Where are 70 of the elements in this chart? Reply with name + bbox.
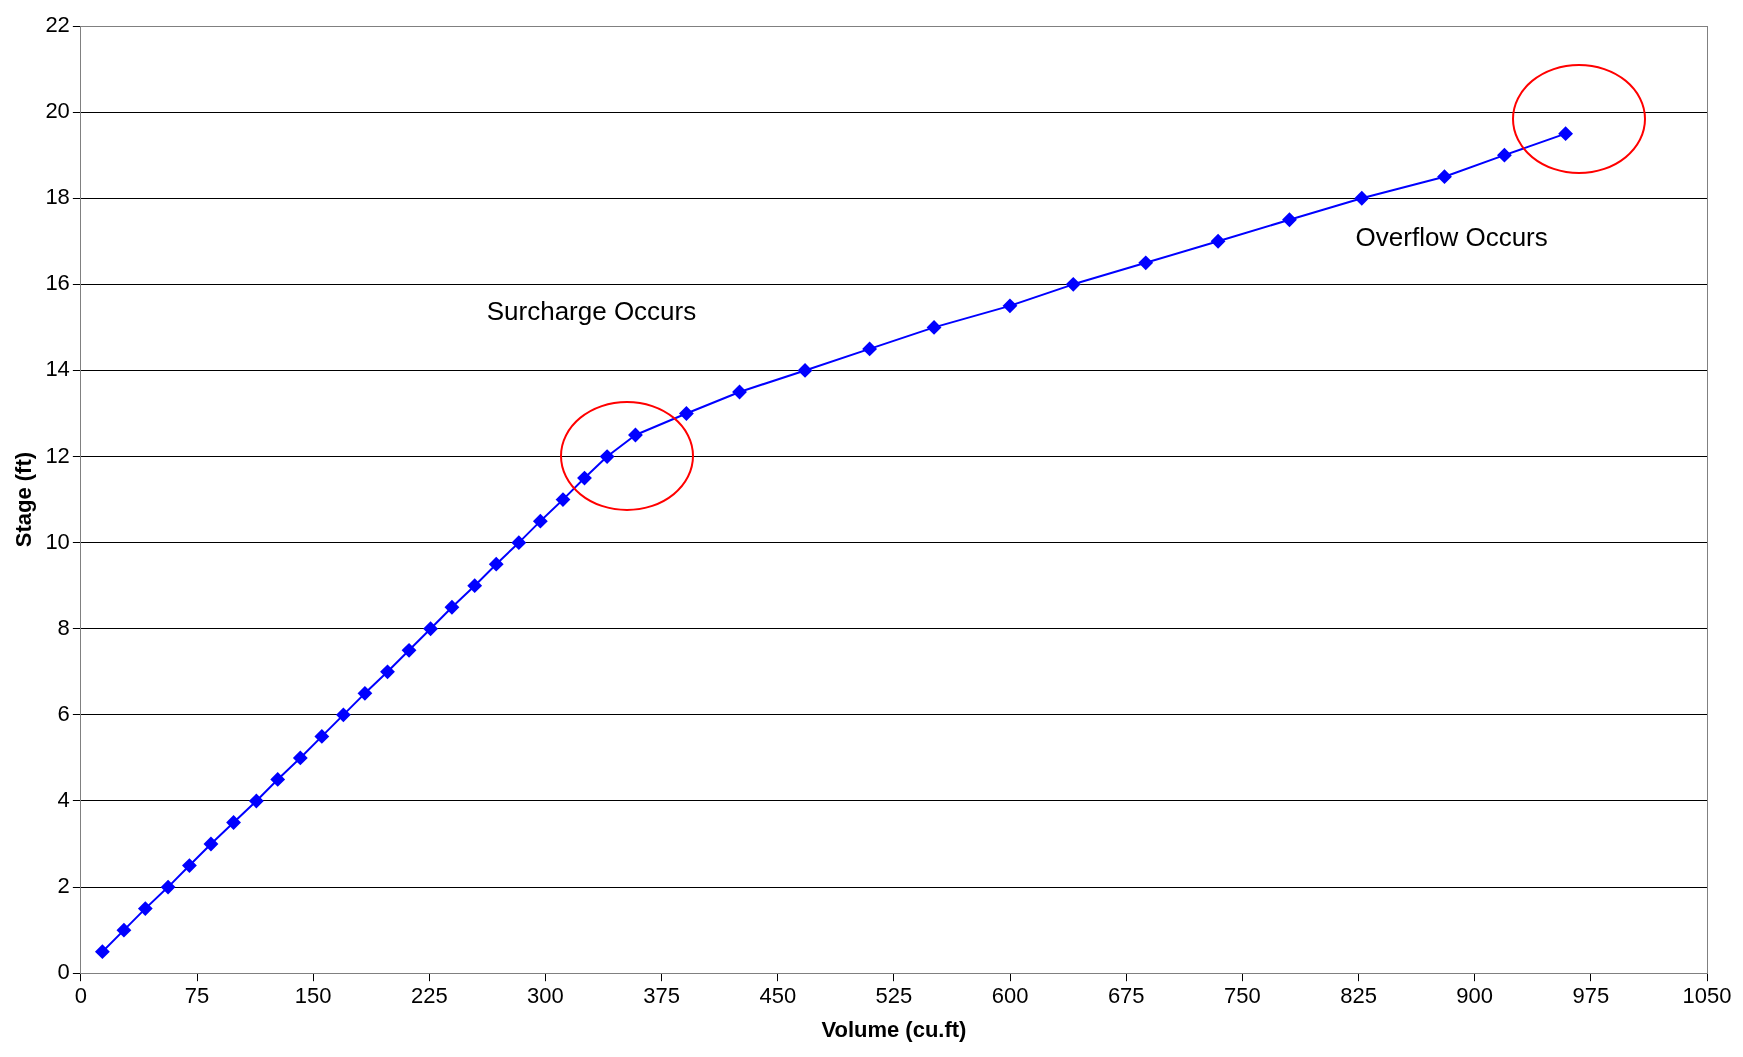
point — [161, 880, 176, 895]
x-tick-label: 1050 — [1682, 983, 1732, 1009]
annotation: Overflow Occurs — [1355, 222, 1548, 253]
x-axis-title: Volume (cu.ft) — [821, 1016, 967, 1042]
y-tick-label: 14 — [45, 356, 70, 382]
point — [1354, 191, 1369, 206]
point — [467, 578, 482, 593]
point — [1211, 234, 1226, 249]
y-tick-label: 6 — [57, 700, 70, 726]
point — [380, 664, 395, 679]
y-tick-label: 8 — [57, 614, 70, 640]
point — [138, 901, 153, 916]
x-tick-label: 825 — [1340, 983, 1377, 1009]
point — [1002, 298, 1017, 313]
point — [314, 729, 329, 744]
point — [862, 341, 877, 356]
x-tick-label: 450 — [759, 983, 797, 1009]
point — [927, 320, 942, 335]
point — [116, 923, 131, 938]
point — [555, 492, 570, 507]
point — [336, 707, 351, 722]
point — [489, 557, 504, 572]
point — [203, 837, 218, 852]
x-tick-label: 600 — [991, 983, 1029, 1009]
point — [732, 384, 747, 399]
point — [293, 750, 308, 765]
y-tick-label: 10 — [45, 528, 70, 554]
point — [1282, 212, 1297, 227]
y-axis-title: Stage (ft) — [11, 451, 37, 548]
y-tick-label: 4 — [57, 787, 70, 813]
x-tick-label: 975 — [1572, 983, 1610, 1009]
x-tick-label: 225 — [410, 983, 448, 1009]
point — [628, 428, 643, 443]
y-tick-label: 0 — [57, 959, 70, 985]
y-tick-label: 12 — [45, 442, 70, 468]
point — [798, 363, 813, 378]
annotation: Surcharge Occurs — [486, 296, 697, 327]
point — [577, 471, 592, 486]
point — [249, 793, 264, 808]
point — [533, 514, 548, 529]
point — [1066, 277, 1081, 292]
point — [600, 449, 615, 464]
x-tick-label: 900 — [1456, 983, 1494, 1009]
x-tick-label: 300 — [527, 983, 564, 1009]
x-tick-label: 525 — [875, 983, 913, 1009]
point — [357, 686, 372, 701]
point — [226, 815, 241, 830]
y-tick-label: 2 — [57, 873, 70, 899]
point — [270, 772, 285, 787]
point — [511, 535, 526, 550]
point — [1497, 148, 1512, 163]
x-tick-label: 675 — [1107, 983, 1145, 1009]
x-tick-label: 150 — [294, 983, 332, 1009]
y-tick-label: 20 — [45, 98, 70, 124]
x-tick-label: 75 — [184, 983, 210, 1009]
point — [1558, 126, 1573, 141]
y-tick-label: 18 — [45, 184, 70, 210]
x-tick-label: 0 — [74, 983, 87, 1009]
point — [95, 944, 110, 959]
y-tick-label: 16 — [45, 270, 70, 296]
x-tick-label: 375 — [643, 983, 680, 1009]
point — [1437, 169, 1452, 184]
y-tick-label: 22 — [45, 12, 70, 38]
point — [423, 621, 438, 636]
x-tick-label: 750 — [1224, 983, 1261, 1009]
point — [402, 643, 417, 658]
point — [1138, 255, 1153, 270]
point — [679, 406, 694, 421]
point — [444, 600, 459, 615]
point — [182, 858, 197, 873]
